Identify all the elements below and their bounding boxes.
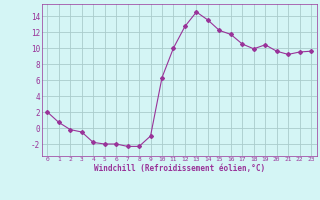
X-axis label: Windchill (Refroidissement éolien,°C): Windchill (Refroidissement éolien,°C) [94,164,265,173]
